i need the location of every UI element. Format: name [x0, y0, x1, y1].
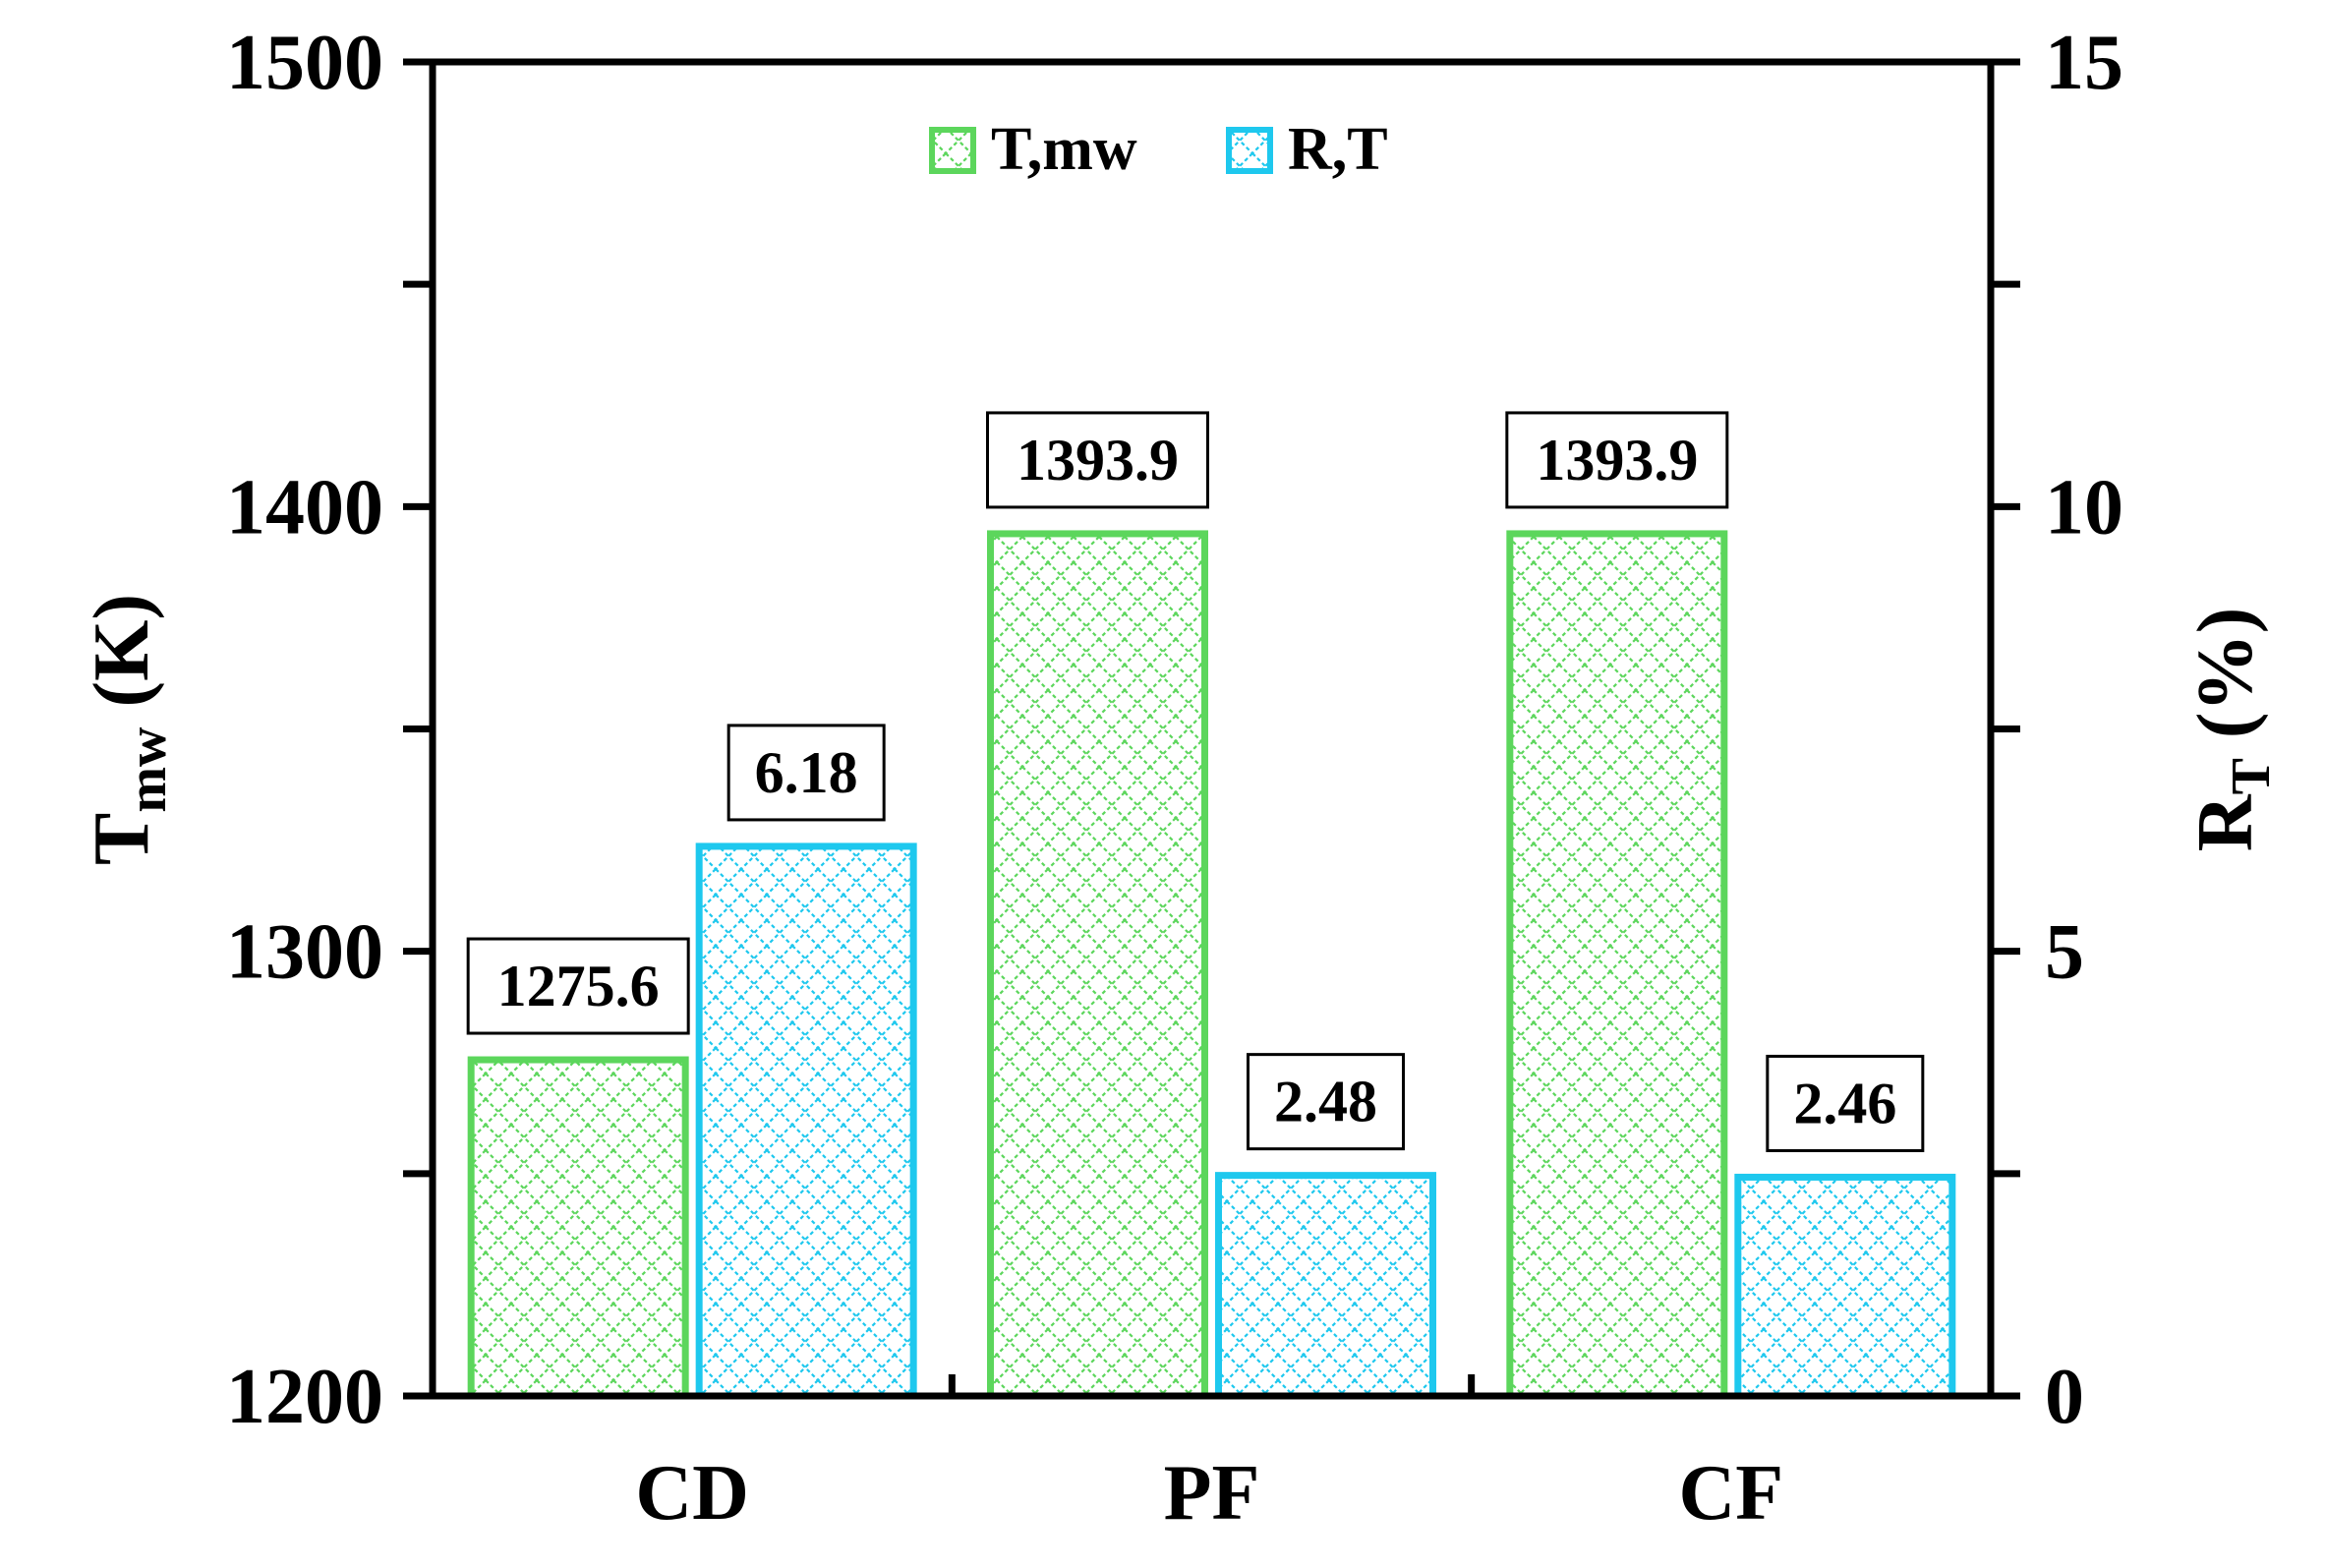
legend: T,mw R,T [929, 116, 1388, 183]
bar-rt-pf [1215, 1172, 1436, 1400]
bar-tmw-cd [467, 1056, 689, 1400]
ticks-layer: CD PF CF 1200 1300 1400 1500 0 5 10 15 [226, 20, 2123, 1537]
bar-tmw-pf [987, 530, 1208, 1400]
bar-tmw-cf [1506, 530, 1728, 1400]
data-label-tmw-cf: 1393.9 [1536, 428, 1698, 493]
y-left-tick-label-1300: 1300 [226, 909, 383, 996]
y-right-tick-label-15: 15 [2045, 20, 2123, 106]
legend-swatch-tmw [929, 127, 976, 174]
data-label-box [1766, 1054, 1925, 1152]
y-left-tick-label-1400: 1400 [226, 464, 383, 551]
bar-rt-cf [1734, 1173, 1956, 1400]
data-label-box [986, 411, 1209, 509]
legend-swatch-rt [1226, 127, 1273, 174]
x-tick-label-pf: PF [1164, 1450, 1260, 1537]
legend-label-tmw: T,mw [991, 116, 1137, 183]
data-label-box [727, 724, 886, 822]
data-label-rt-cf: 2.46 [1793, 1071, 1896, 1135]
data-label-box [1247, 1053, 1405, 1151]
y-right-tick-label-5: 5 [2045, 909, 2084, 996]
bars-layer [467, 530, 1956, 1400]
x-tick-label-cf: CF [1679, 1450, 1784, 1537]
data-label-tmw-cd: 1275.6 [497, 954, 660, 1018]
data-label-tmw-pf: 1393.9 [1017, 428, 1179, 493]
data-label-box [1505, 411, 1729, 509]
data-label-box [466, 937, 690, 1035]
data-labels-layer: 1275.6 6.18 1393.9 2.48 1393.9 2.46 [466, 411, 1925, 1152]
y-left-axis-label: Tmw (K) [79, 594, 178, 865]
x-tick-label-cd: CD [635, 1450, 749, 1537]
data-label-rt-pf: 2.48 [1274, 1070, 1377, 1134]
y-right-axis-label: RT (%) [2182, 608, 2282, 851]
legend-label-rt: R,T [1288, 116, 1388, 183]
y-left-tick-label-1200: 1200 [226, 1354, 383, 1440]
y-right-tick-label-0: 0 [2045, 1354, 2084, 1440]
bar-rt-cd [695, 842, 917, 1400]
y-left-tick-label-1500: 1500 [226, 20, 383, 106]
y-right-tick-label-10: 10 [2045, 464, 2123, 551]
data-label-rt-cd: 6.18 [755, 740, 858, 805]
